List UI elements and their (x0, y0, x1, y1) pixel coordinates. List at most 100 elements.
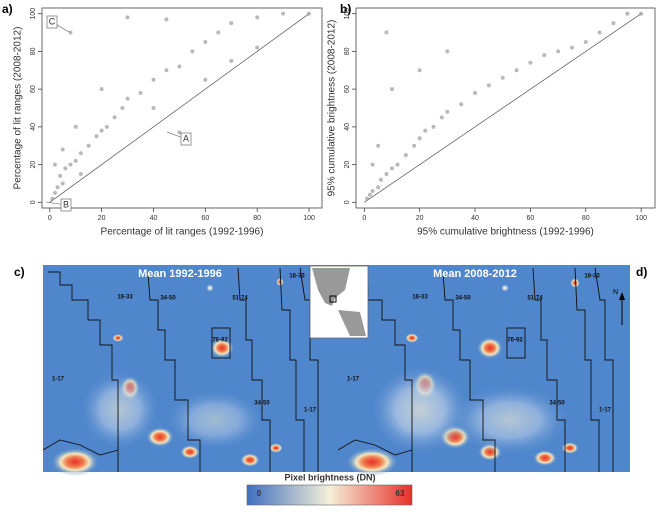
y-axis-label: Percentage of lit ranges (2008-2012) (13, 27, 24, 190)
point (63, 166, 68, 171)
x-tick-label: 0 (362, 215, 366, 222)
point (365, 196, 370, 201)
point (78, 151, 83, 156)
point (412, 143, 417, 148)
colorbar-tick-label: 0 (257, 489, 262, 498)
inset-map (309, 265, 369, 339)
point (55, 185, 60, 190)
panel-label: d) (636, 265, 647, 279)
point (94, 134, 99, 139)
point (542, 53, 547, 58)
panel-label: b) (340, 2, 351, 16)
x-tick-label: 20 (98, 215, 106, 222)
zone-label: 18-33 (412, 295, 428, 301)
point (378, 177, 383, 182)
point (138, 90, 143, 95)
point (73, 158, 78, 163)
point (639, 11, 644, 16)
point (500, 75, 505, 80)
annotation-box (46, 15, 58, 29)
zone-label: 18-33 (584, 274, 600, 280)
y-tick-label: 0 (30, 200, 37, 204)
zone-label: 34-50 (160, 296, 176, 302)
point (417, 68, 422, 73)
zone-boundaries (42, 267, 614, 472)
point (611, 21, 616, 26)
point (473, 90, 478, 95)
point (439, 115, 444, 120)
point (86, 143, 91, 148)
point (164, 68, 169, 73)
plots: a) 0 20 40 60 80 100 0 20 40 60 80 100 Percentage of … (2, 2, 656, 238)
point (203, 77, 208, 82)
x-tick-label: 60 (527, 215, 535, 222)
x-axis-label: Percentage of lit ranges (1992-1996) (101, 227, 264, 238)
point (125, 15, 130, 20)
point (384, 172, 389, 177)
zone-label: 1-17 (52, 377, 65, 383)
point (52, 162, 57, 167)
point (528, 60, 533, 65)
lights-left (51, 278, 284, 476)
zone-label: 76-92 (212, 338, 228, 344)
colorbar (246, 484, 413, 506)
y-tick-label: 20 (344, 161, 351, 169)
x-axis-label: 95% cumulative brightness (1992-1996) (417, 227, 594, 238)
y-tick-label: 0 (344, 200, 351, 204)
point (164, 17, 169, 22)
point (177, 64, 182, 69)
point (403, 153, 408, 158)
point (445, 109, 450, 114)
point (73, 124, 78, 129)
y-tick-label: 20 (30, 161, 37, 169)
point (104, 124, 109, 129)
point (625, 11, 630, 16)
colorbar-title: Pixel brightness (DN) (284, 472, 375, 482)
point (376, 185, 381, 190)
zone-label: 34-50 (254, 401, 270, 407)
point (203, 39, 208, 44)
x-tick-label: 80 (582, 215, 590, 222)
point (384, 30, 389, 35)
y-tick-label: 60 (344, 85, 351, 93)
point (569, 45, 574, 50)
point (281, 11, 286, 16)
annotation: A (183, 133, 189, 143)
point (120, 106, 125, 110)
identity-line (364, 13, 642, 203)
colorbar-tick-label: 63 (396, 489, 405, 498)
lights-right (346, 278, 580, 476)
x-tick-label: 60 (201, 215, 209, 222)
panel-label: c) (14, 265, 25, 279)
north-arrow (619, 292, 625, 325)
point (431, 124, 436, 129)
maps (42, 265, 630, 506)
annotation-box (60, 198, 72, 212)
point (50, 196, 55, 201)
point (99, 128, 104, 133)
point (459, 102, 464, 107)
x-tick-label: 100 (635, 215, 647, 222)
point (370, 162, 375, 167)
point (99, 87, 104, 92)
annotation: B (63, 199, 69, 209)
point (216, 30, 221, 35)
point (367, 192, 372, 197)
zone-label: 34-50 (549, 401, 565, 407)
point (376, 143, 381, 148)
map-title: Mean 1992-1996 (138, 268, 222, 280)
identity-line (49, 13, 310, 203)
point (417, 136, 422, 141)
plot-frame (355, 7, 656, 209)
point (190, 49, 195, 54)
map-title: Mean 2008-2012 (433, 268, 517, 280)
point (78, 172, 83, 177)
y-tick-label: 100 (30, 8, 37, 20)
point (60, 147, 65, 152)
point (514, 68, 519, 73)
point (151, 106, 156, 110)
point (58, 173, 63, 178)
point (52, 190, 57, 195)
x-tick-label: 40 (150, 215, 158, 222)
